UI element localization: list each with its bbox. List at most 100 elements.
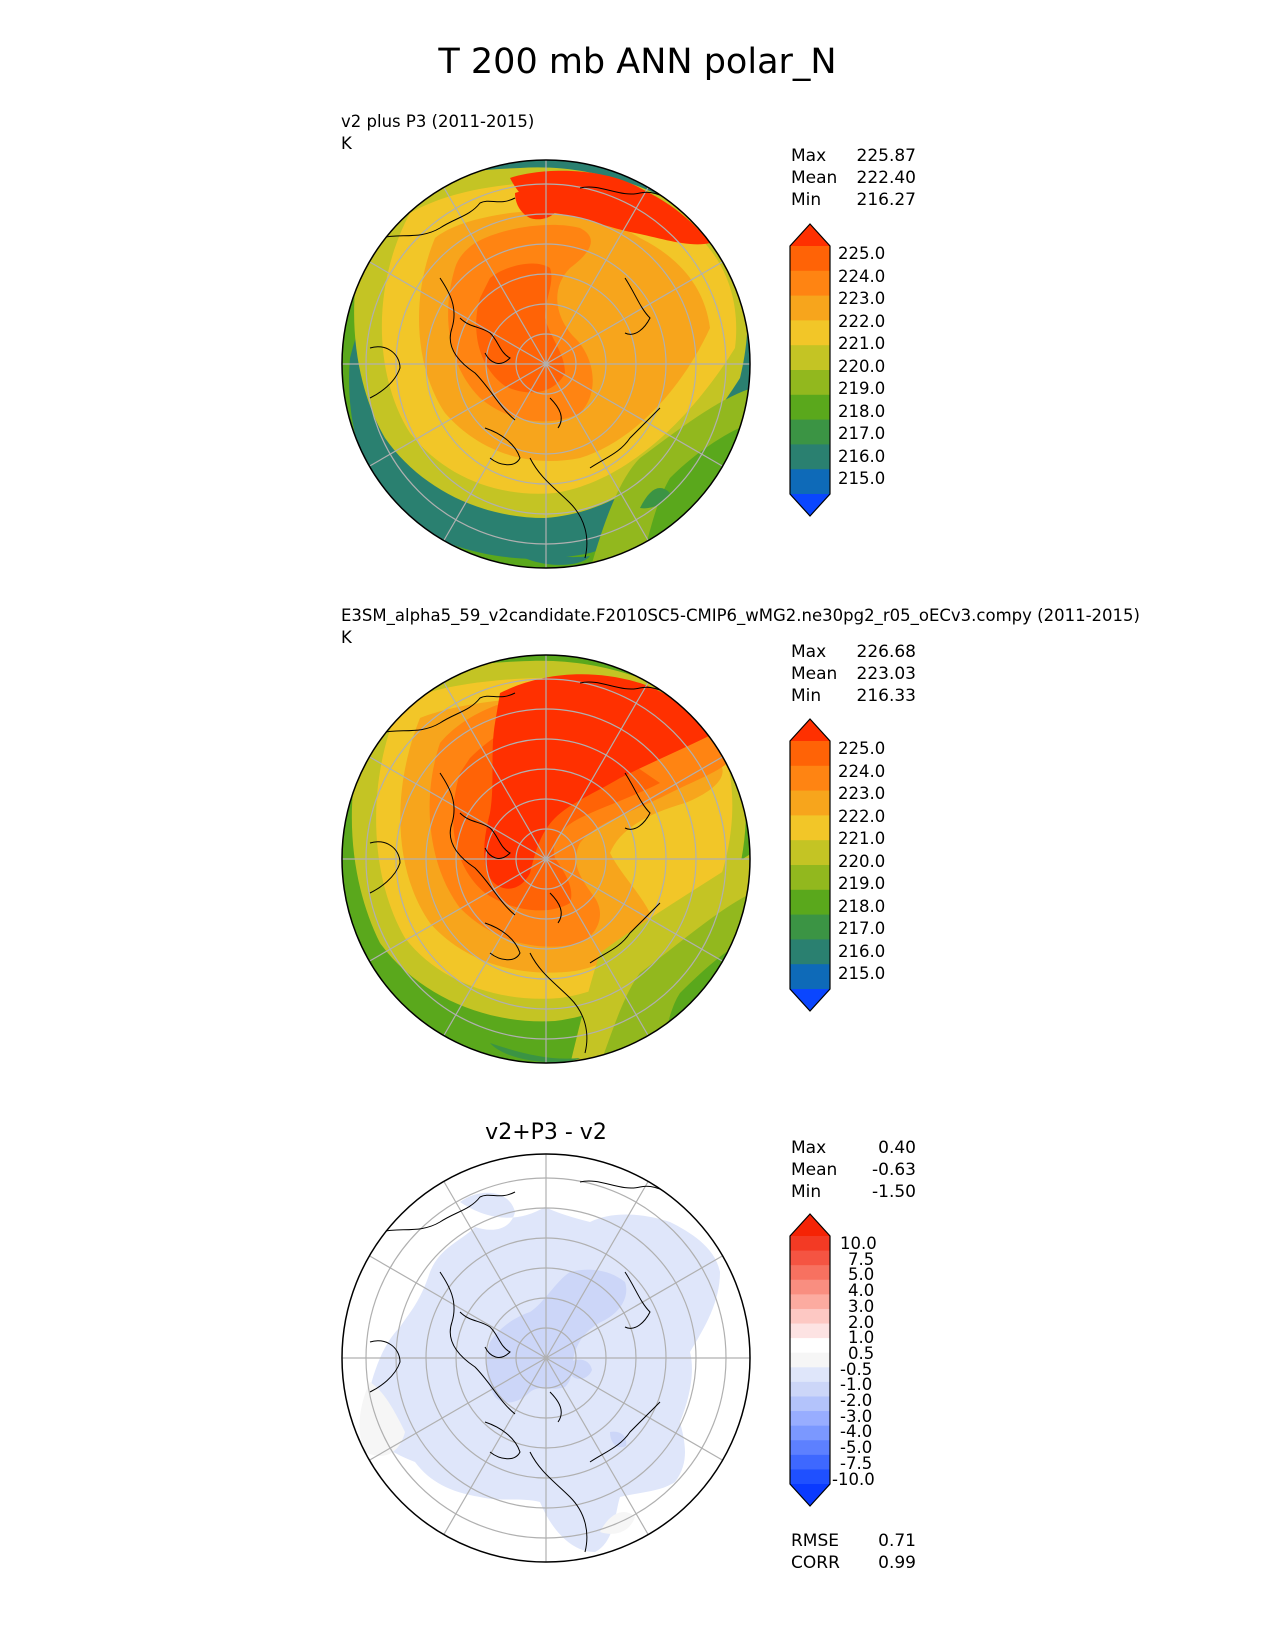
- panel2-colorbar: [789, 718, 831, 1012]
- colorbar-tick-label: 2.0: [848, 1312, 875, 1332]
- panel3-colorbar: [789, 1213, 831, 1507]
- colorbar-bin: [790, 1381, 830, 1398]
- colorbar-tick-label: -1.0: [840, 1375, 873, 1395]
- panel3-gridlines: [342, 1154, 750, 1562]
- colorbar-tick-label: 216.0: [838, 941, 886, 961]
- colorbar-outline: [789, 1213, 831, 1507]
- panel3-colorbar-ticks: 10.0 7.5 5.0 4.0 3.0 2.0 1.0 0.5 -0.5 -1…: [832, 1234, 918, 1487]
- stat-value: 216.33: [856, 686, 916, 706]
- colorbar-bin: [790, 246, 830, 272]
- stat-label: Mean: [791, 1160, 838, 1180]
- colorbar-bin: [790, 790, 830, 816]
- colorbar-bin: [790, 1352, 830, 1368]
- colorbar-extend-min: [790, 494, 830, 516]
- colorbar-tick-label: 222.0: [838, 311, 886, 331]
- colorbar-bin: [790, 295, 830, 321]
- panel2-map: [341, 654, 751, 1064]
- colorbar-tick-label: 216.0: [838, 446, 886, 466]
- stat-value: 226.68: [856, 642, 916, 662]
- stat-label: Max: [791, 146, 827, 166]
- colorbar-bin: [790, 939, 830, 965]
- panel1-units: K: [341, 134, 352, 153]
- panel2-colorbar-ticks: 225.0 224.0 223.0 222.0 221.0 220.0 219.…: [838, 739, 918, 1001]
- colorbar-bin: [790, 270, 830, 297]
- colorbar-tick-label: 1.0: [848, 1328, 875, 1348]
- colorbar-tick-label: 215.0: [838, 964, 886, 983]
- colorbar-tick-label: 217.0: [838, 424, 886, 443]
- colorbar-bin: [790, 1308, 830, 1325]
- colorbar-extend-min: [790, 989, 830, 1011]
- colorbar-tick-label: 217.0: [838, 919, 886, 938]
- colorbar-tick-label: 220.0: [838, 356, 886, 376]
- metric-value: 0.71: [878, 1531, 916, 1551]
- colorbar-tick-label: 4.0: [848, 1281, 875, 1301]
- stat-value: -1.50: [872, 1182, 916, 1202]
- colorbar-bin: [790, 1250, 830, 1266]
- colorbar-bin: [790, 765, 830, 792]
- colorbar-bin: [790, 1367, 830, 1383]
- stat-value: 0.40: [878, 1138, 916, 1158]
- colorbar-bin: [790, 1396, 830, 1412]
- stat-label: Max: [791, 1138, 827, 1158]
- colorbar-tick-label: 219.0: [838, 379, 886, 398]
- panel2-gridlines: [342, 655, 750, 1063]
- colorbar-tick-label: -0.5: [840, 1359, 873, 1379]
- stat-value: 223.03: [856, 664, 916, 684]
- colorbar-bin: [790, 964, 830, 990]
- colorbar-bin: [790, 345, 830, 371]
- metric-label: RMSE: [791, 1531, 840, 1551]
- stat-value: 216.27: [856, 190, 916, 210]
- colorbar-tick-label: 3.0: [848, 1296, 875, 1316]
- colorbar-tick-label: -7.5: [840, 1453, 873, 1473]
- panel1-title: v2 plus P3 (2011-2015): [341, 112, 535, 131]
- colorbar-bin: [790, 1279, 830, 1295]
- stat-value: 225.87: [856, 146, 916, 166]
- panel3-coastlines: [369, 1180, 696, 1553]
- panel1-coastlines: [369, 186, 696, 559]
- panel1-map-border: [341, 159, 751, 569]
- colorbar-bin: [790, 1338, 830, 1354]
- colorbar-tick-label: 224.0: [838, 761, 886, 781]
- colorbar-extend-max: [790, 224, 830, 246]
- colorbar-tick-label: 10.0: [840, 1234, 877, 1253]
- stat-label: Min: [791, 190, 822, 210]
- colorbar-bin: [790, 1425, 830, 1441]
- colorbar-bin: [790, 469, 830, 495]
- colorbar-tick-label: 5.0: [848, 1265, 875, 1285]
- colorbar-tick-label: -5.0: [840, 1438, 873, 1458]
- colorbar-bin: [790, 1236, 830, 1252]
- metric-label: CORR: [791, 1553, 840, 1573]
- colorbar-tick-label: 221.0: [838, 334, 886, 353]
- colorbar-tick-label: -4.0: [840, 1422, 873, 1442]
- colorbar-bin: [790, 889, 830, 916]
- figure-title: T 200 mb ANN polar_N: [438, 42, 837, 82]
- panel3-stats: Max 0.40 Mean -0.63 Min -1.50: [791, 1137, 916, 1207]
- panel1-gridlines: [342, 160, 750, 568]
- colorbar-tick-label: 225.0: [838, 739, 886, 758]
- colorbar-tick-label: -2.0: [840, 1391, 873, 1410]
- colorbar-tick-label: 223.0: [838, 784, 886, 803]
- colorbar-outline: [789, 223, 831, 517]
- colorbar-bin: [790, 1323, 830, 1339]
- colorbar-bin: [790, 815, 830, 841]
- colorbar-tick-label: 218.0: [838, 896, 886, 916]
- colorbar-bin: [790, 444, 830, 470]
- colorbar-extend-max: [790, 1214, 830, 1236]
- colorbar-tick-label: 224.0: [838, 266, 886, 286]
- colorbar-tick-label: 0.5: [848, 1343, 875, 1363]
- colorbar-bin: [790, 320, 830, 346]
- colorbar-bin: [790, 914, 830, 940]
- colorbar-tick-label: 221.0: [838, 829, 886, 848]
- colorbar-outline: [789, 718, 831, 1012]
- colorbar-tick-label: 225.0: [838, 244, 886, 263]
- colorbar-tick-label: 220.0: [838, 851, 886, 871]
- colorbar-bin: [790, 370, 830, 396]
- colorbar-bin: [790, 1454, 830, 1471]
- panel2-stats: Max 226.68 Mean 223.03 Min 216.33: [791, 641, 916, 711]
- panel2-units: K: [341, 628, 352, 647]
- colorbar-bin: [790, 1440, 830, 1456]
- colorbar-extend-min: [790, 1484, 830, 1506]
- colorbar-extend-max: [790, 719, 830, 741]
- colorbar-tick-label: 223.0: [838, 289, 886, 308]
- colorbar-tick-label: 222.0: [838, 806, 886, 826]
